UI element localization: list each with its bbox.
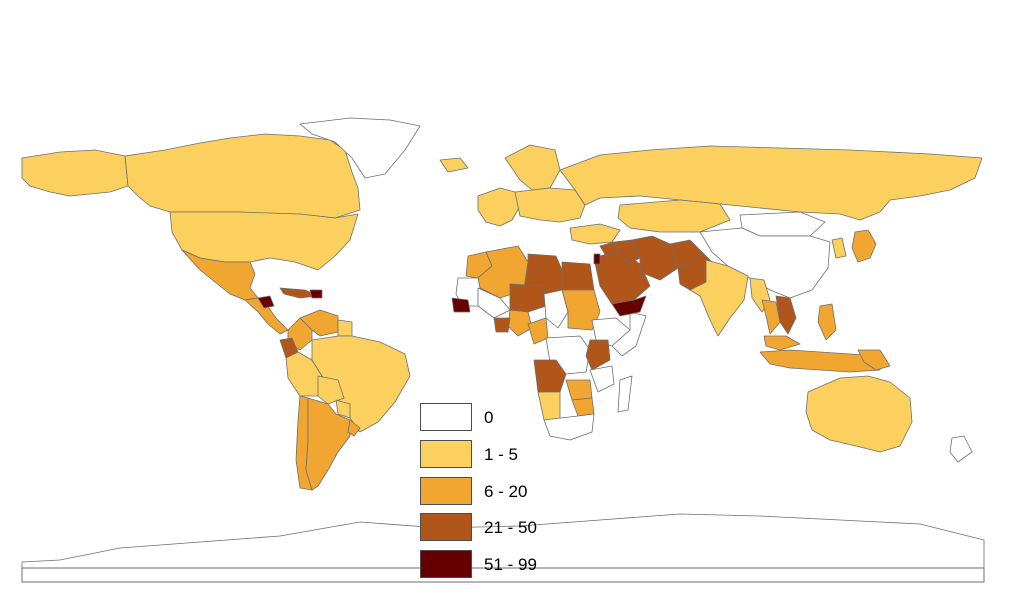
region-madagascar (617, 375, 633, 413)
region-tanzania (589, 365, 615, 393)
region-scandinavia (504, 144, 561, 191)
legend-label: 21 - 50 (484, 518, 537, 538)
region-guatemala (257, 295, 275, 309)
legend-label: 6 - 20 (484, 481, 528, 501)
region-eastern-europe (514, 187, 586, 223)
region-guyana (337, 319, 353, 337)
region-papua-new-guinea (857, 349, 891, 371)
region-niger (509, 283, 547, 313)
region-angola (533, 359, 567, 393)
legend-swatch (420, 550, 472, 579)
legend-label: 0 (484, 408, 494, 427)
region-chad (543, 289, 569, 329)
region-malaysia (763, 335, 801, 351)
legend-label: 1 - 5 (484, 444, 519, 464)
region-vietnam (775, 295, 797, 335)
legend-swatch (420, 403, 472, 431)
legend-label: 51 - 99 (484, 555, 537, 575)
map-legend: 0 1 - 5 6 - 20 21 - 50 51 - 99 (420, 402, 580, 586)
region-paraguay (335, 399, 351, 419)
legend-swatch (420, 476, 472, 505)
region-israel (593, 253, 601, 265)
region-mali (477, 287, 511, 319)
region-haiti (309, 289, 323, 299)
region-kenya (585, 339, 611, 371)
legend-item: 0 (420, 402, 580, 439)
region-egypt (561, 261, 595, 291)
region-sudan (561, 289, 601, 331)
region-alaska (21, 149, 129, 197)
region-thailand (761, 299, 781, 335)
legend-swatch (420, 513, 472, 542)
legend-swatch (420, 439, 472, 468)
region-senegal (451, 297, 471, 313)
region-australia (805, 375, 913, 453)
region-ghana (493, 317, 511, 333)
region-argentina (305, 397, 351, 491)
region-south-africa (543, 413, 595, 441)
region-india (689, 259, 749, 337)
region-japan (851, 229, 877, 263)
region-mexico (181, 249, 259, 301)
region-iran (631, 235, 679, 281)
region-greenland (299, 117, 421, 179)
region-canada (124, 133, 361, 219)
legend-item: 6 - 20 (420, 476, 580, 513)
region-somalia (611, 311, 647, 357)
map-frame-bottom (21, 567, 985, 583)
region-philippines (817, 303, 837, 341)
region-korea (831, 237, 847, 259)
legend-item: 1 - 5 (420, 439, 580, 476)
region-new-zealand (949, 435, 973, 463)
region-cuba (279, 287, 319, 299)
region-uruguay (347, 419, 361, 437)
region-iceland (439, 157, 469, 173)
legend-item: 21 - 50 (420, 512, 580, 549)
region-indonesia (759, 349, 881, 373)
legend-item: 51 - 99 (420, 549, 580, 586)
region-turkey (569, 223, 621, 245)
region-iraq (613, 239, 641, 265)
region-russia (559, 145, 983, 221)
region-western-europe (477, 187, 521, 227)
region-yemen (611, 295, 647, 317)
